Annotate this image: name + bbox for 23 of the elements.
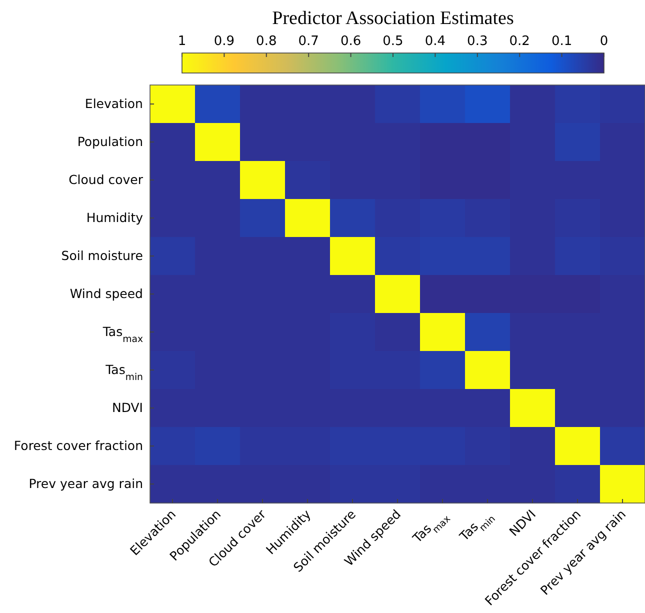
color-bar-label: 0.2 bbox=[509, 34, 530, 49]
y-tick-label: Prev year avg rain bbox=[28, 476, 143, 491]
y-tick-label: NDVI bbox=[112, 400, 143, 415]
color-bar-label: 0.4 bbox=[424, 34, 446, 49]
color-bar-label: 0.8 bbox=[256, 34, 277, 49]
y-tick-label: Cloud cover bbox=[68, 172, 144, 187]
color-bar-label: 0.1 bbox=[551, 34, 572, 49]
color-bar-label: 0.7 bbox=[298, 34, 319, 49]
y-tick-label: Soil moisture bbox=[61, 248, 144, 263]
chart-title: Predictor Association Estimates bbox=[272, 8, 514, 29]
y-tick-label: Elevation bbox=[84, 96, 143, 111]
y-tick-label: Population bbox=[77, 134, 143, 149]
color-bar-label: 0.6 bbox=[340, 34, 362, 49]
color-bar-label: 0.9 bbox=[214, 34, 235, 49]
color-bar-label: 0.3 bbox=[467, 34, 488, 49]
y-tick-label: Tas$_{max}$ bbox=[102, 324, 144, 344]
color-bar-label: 0.5 bbox=[382, 34, 404, 49]
y-tick-label: Forest cover fraction bbox=[14, 438, 143, 453]
y-tick-label: Wind speed bbox=[70, 286, 143, 301]
y-tick-label: Tas$_{min}$ bbox=[104, 362, 144, 382]
color-bar-label: 0 bbox=[600, 34, 608, 49]
color-bar-label: 1 bbox=[178, 34, 186, 49]
y-tick-label: Humidity bbox=[86, 210, 144, 225]
